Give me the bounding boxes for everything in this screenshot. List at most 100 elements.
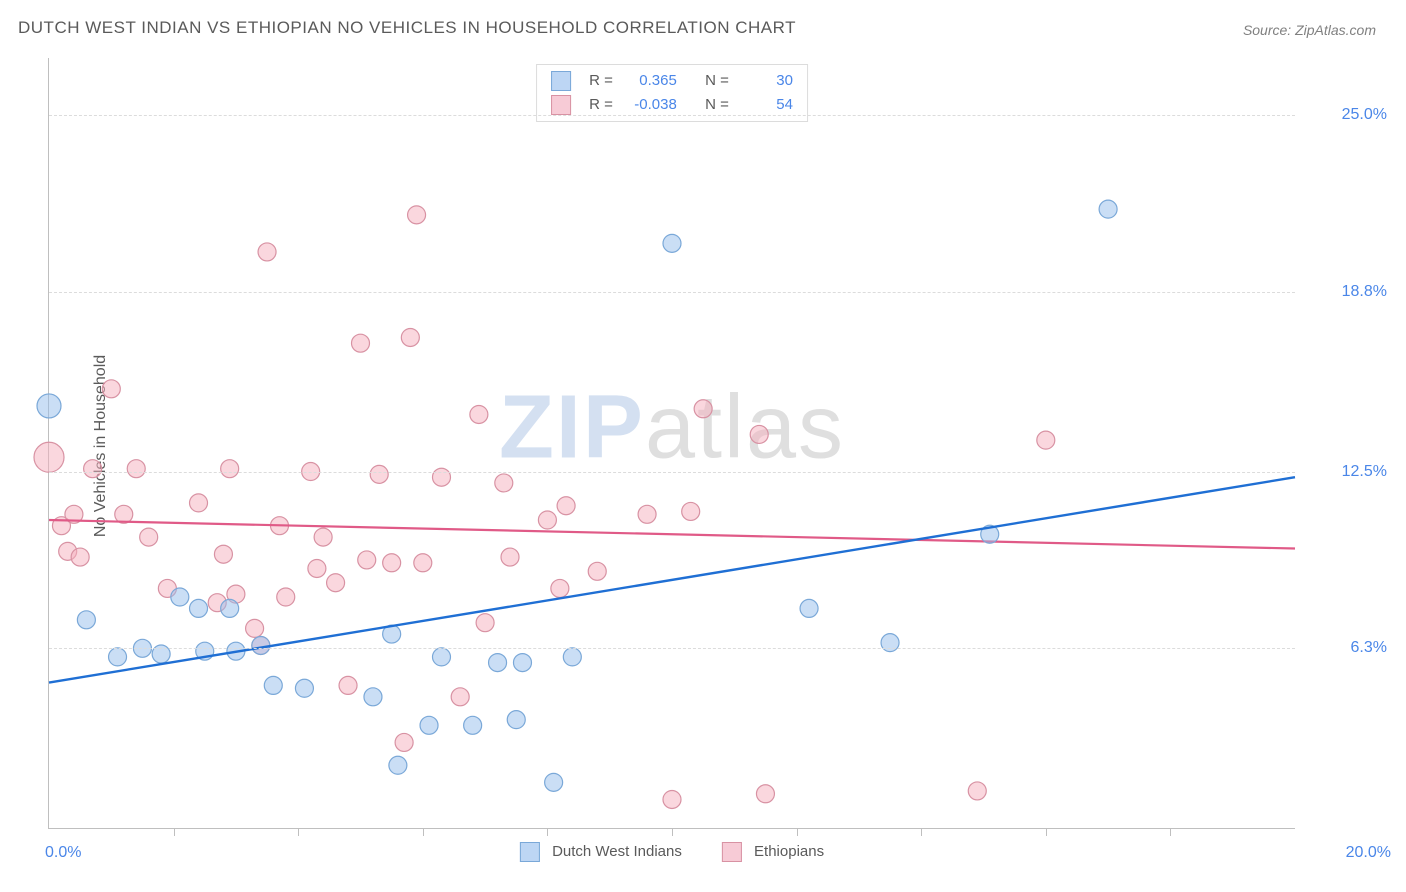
gridline: [49, 472, 1295, 473]
scatter-plot-area: ZIPatlas R = 0.365 N = 30 R = -0.038 N =…: [48, 58, 1295, 829]
data-point-blue: [1099, 200, 1117, 218]
data-point-pink: [694, 400, 712, 418]
swatch-blue-icon: [520, 842, 540, 862]
data-point-pink: [190, 494, 208, 512]
data-point-pink: [127, 460, 145, 478]
data-point-pink: [395, 733, 413, 751]
data-point-blue: [464, 716, 482, 734]
data-point-pink: [352, 334, 370, 352]
data-point-blue: [364, 688, 382, 706]
x-tick: [298, 828, 299, 836]
series-legend: Dutch West Indians Ethiopians: [520, 842, 824, 862]
data-point-pink: [682, 502, 700, 520]
data-point-blue: [507, 711, 525, 729]
data-point-blue: [109, 648, 127, 666]
correlation-row-pink: R = -0.038 N = 54: [551, 93, 793, 117]
data-point-pink: [414, 554, 432, 572]
legend-item-pink: Ethiopians: [722, 842, 824, 862]
r-label-pink: R =: [589, 93, 613, 117]
gridline: [49, 292, 1295, 293]
data-point-pink: [501, 548, 519, 566]
data-point-blue: [513, 654, 531, 672]
data-point-pink: [470, 405, 488, 423]
data-point-blue: [663, 234, 681, 252]
x-tick: [423, 828, 424, 836]
swatch-pink-icon: [722, 842, 742, 862]
gridline: [49, 115, 1295, 116]
legend-label-blue: Dutch West Indians: [552, 843, 682, 860]
y-tick-label: 18.8%: [1307, 283, 1387, 301]
x-tick: [1046, 828, 1047, 836]
data-point-blue: [171, 588, 189, 606]
swatch-blue-icon: [551, 71, 571, 91]
y-tick-label: 12.5%: [1307, 463, 1387, 481]
x-tick: [797, 828, 798, 836]
data-point-pink: [214, 545, 232, 563]
data-point-blue: [221, 599, 239, 617]
data-point-pink: [588, 562, 606, 580]
data-point-pink: [140, 528, 158, 546]
data-point-pink: [756, 785, 774, 803]
data-point-blue: [190, 599, 208, 617]
n-value-blue: 30: [739, 69, 793, 93]
y-tick-label: 6.3%: [1307, 639, 1387, 657]
data-point-blue: [420, 716, 438, 734]
legend-item-blue: Dutch West Indians: [520, 842, 682, 862]
data-point-pink: [246, 619, 264, 637]
data-point-pink: [451, 688, 469, 706]
correlation-row-blue: R = 0.365 N = 30: [551, 69, 793, 93]
data-point-pink: [314, 528, 332, 546]
data-point-pink: [327, 574, 345, 592]
r-value-blue: 0.365: [623, 69, 677, 93]
trend-line-pink: [49, 520, 1295, 549]
data-point-blue: [545, 773, 563, 791]
legend-label-pink: Ethiopians: [754, 843, 824, 860]
r-label-blue: R =: [589, 69, 613, 93]
data-point-blue: [432, 648, 450, 666]
data-point-pink: [383, 554, 401, 572]
data-point-pink: [370, 465, 388, 483]
data-point-pink: [258, 243, 276, 261]
data-point-pink: [1037, 431, 1055, 449]
data-point-pink: [495, 474, 513, 492]
x-tick: [547, 828, 548, 836]
data-point-pink: [339, 676, 357, 694]
data-point-pink: [538, 511, 556, 529]
x-tick: [174, 828, 175, 836]
data-point-pink: [476, 614, 494, 632]
n-label-blue: N =: [705, 69, 729, 93]
data-point-pink: [663, 790, 681, 808]
x-axis-min-label: 0.0%: [45, 844, 81, 862]
r-value-pink: -0.038: [623, 93, 677, 117]
scatter-svg: [49, 58, 1295, 828]
x-axis-max-label: 20.0%: [1311, 844, 1391, 862]
data-point-pink: [401, 328, 419, 346]
data-point-pink: [102, 380, 120, 398]
data-point-pink: [968, 782, 986, 800]
data-point-pink: [308, 559, 326, 577]
x-tick: [672, 828, 673, 836]
data-point-pink: [358, 551, 376, 569]
data-point-pink: [277, 588, 295, 606]
trend-line-blue: [49, 477, 1295, 682]
y-tick-label: 25.0%: [1307, 106, 1387, 124]
x-tick: [1170, 828, 1171, 836]
data-point-pink: [221, 460, 239, 478]
data-point-blue: [563, 648, 581, 666]
data-point-pink: [750, 425, 768, 443]
data-point-pink: [71, 548, 89, 566]
data-point-pink: [34, 442, 64, 472]
chart-title: DUTCH WEST INDIAN VS ETHIOPIAN NO VEHICL…: [18, 18, 796, 38]
n-value-pink: 54: [739, 93, 793, 117]
n-label-pink: N =: [705, 93, 729, 117]
data-point-pink: [557, 497, 575, 515]
data-point-pink: [638, 505, 656, 523]
gridline: [49, 648, 1295, 649]
data-point-blue: [489, 654, 507, 672]
data-point-blue: [37, 394, 61, 418]
data-point-blue: [295, 679, 313, 697]
swatch-pink-icon: [551, 95, 571, 115]
correlation-legend: R = 0.365 N = 30 R = -0.038 N = 54: [536, 64, 808, 122]
data-point-pink: [551, 579, 569, 597]
x-tick: [921, 828, 922, 836]
